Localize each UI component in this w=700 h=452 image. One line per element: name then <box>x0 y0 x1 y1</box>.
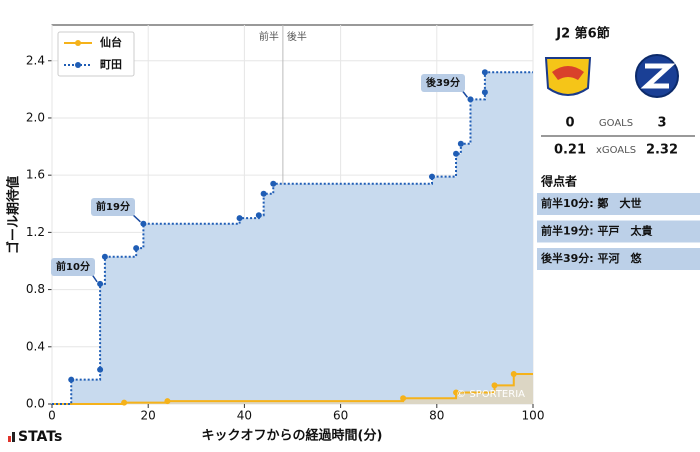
away-goals: 3 <box>657 116 666 131</box>
point <box>133 245 140 252</box>
x-tick-label: 100 <box>522 409 545 423</box>
legend-label: 仙台 <box>100 35 122 49</box>
y-tick-label: 1.2 <box>26 225 45 239</box>
point <box>453 150 460 157</box>
legend-marker <box>75 62 81 68</box>
y-tick-label: 2.0 <box>26 110 45 124</box>
watermark: © SPORTERIA <box>456 389 525 400</box>
xgoals-label: xGOALS <box>596 145 636 156</box>
scorer-row <box>537 248 700 270</box>
shield-emblem <box>552 66 584 80</box>
legend-label: 町田 <box>100 58 122 71</box>
scorer-row <box>537 220 700 243</box>
annotation-box <box>51 258 95 276</box>
point <box>481 89 488 96</box>
point <box>260 190 267 197</box>
series-area <box>52 373 533 404</box>
x-axis-label: キックオフからの経過時間(分) <box>202 428 383 444</box>
y-tick-label: 0.4 <box>26 339 45 353</box>
match-title: J2 第6節 <box>555 26 609 42</box>
second-half-label: 後半 <box>287 30 307 43</box>
away-logo <box>635 54 679 98</box>
stats-logo: STATs <box>8 429 62 445</box>
series-area <box>52 72 533 404</box>
annotation-text: 前10分 <box>56 260 90 273</box>
point <box>97 280 104 287</box>
point <box>400 395 407 402</box>
point <box>101 253 108 260</box>
y-tick-label: 0.0 <box>26 397 45 411</box>
x-tick-label: 0 <box>48 409 56 423</box>
logo-text: STATs <box>18 429 62 445</box>
scorer-text: 前半19分: 平戸 太貴 <box>541 224 653 238</box>
point <box>97 366 104 373</box>
goals-label: GOALS <box>599 118 633 129</box>
x-tick-label: 80 <box>429 409 444 423</box>
point <box>428 173 435 180</box>
scorer-row <box>537 193 700 215</box>
scorer-text: 前半10分: 鄭 大世 <box>541 196 642 210</box>
point <box>270 180 277 187</box>
point <box>453 389 460 396</box>
scorers-title: 得点者 <box>540 174 577 189</box>
home-xgoals: 0.21 <box>554 143 586 158</box>
y-tick-label: 1.6 <box>26 168 45 182</box>
point <box>236 215 243 222</box>
y-tick-label: 0.8 <box>26 282 45 296</box>
step-line <box>52 372 533 405</box>
home-logo <box>544 57 592 96</box>
logo-bar <box>8 436 11 442</box>
away-xgoals: 2.32 <box>646 143 678 158</box>
x-tick-label: 60 <box>333 409 348 423</box>
point <box>467 96 474 103</box>
annotation-text: 後39分 <box>426 76 460 89</box>
annotation-box <box>421 74 465 92</box>
y-axis-label: ゴール期待値 <box>6 176 22 254</box>
point <box>121 399 128 406</box>
legend-box <box>57 31 135 77</box>
point <box>164 398 171 405</box>
point <box>491 382 498 389</box>
point <box>68 376 75 383</box>
point <box>481 69 488 76</box>
x-tick-label: 40 <box>237 409 252 423</box>
point <box>255 212 262 219</box>
scorer-text: 後半39分: 平河 悠 <box>541 251 643 265</box>
first-half-label: 前半 <box>259 30 279 43</box>
home-goals: 0 <box>565 116 574 131</box>
point <box>457 140 464 147</box>
point <box>510 370 517 377</box>
point <box>140 220 147 227</box>
legend-marker <box>75 40 81 46</box>
logo-bar <box>12 432 15 442</box>
y-tick-label: 2.4 <box>26 53 45 67</box>
x-tick-label: 20 <box>141 409 156 423</box>
badge-z <box>640 63 676 89</box>
annotation-box <box>91 198 135 216</box>
annotation-text: 前19分 <box>96 200 130 213</box>
